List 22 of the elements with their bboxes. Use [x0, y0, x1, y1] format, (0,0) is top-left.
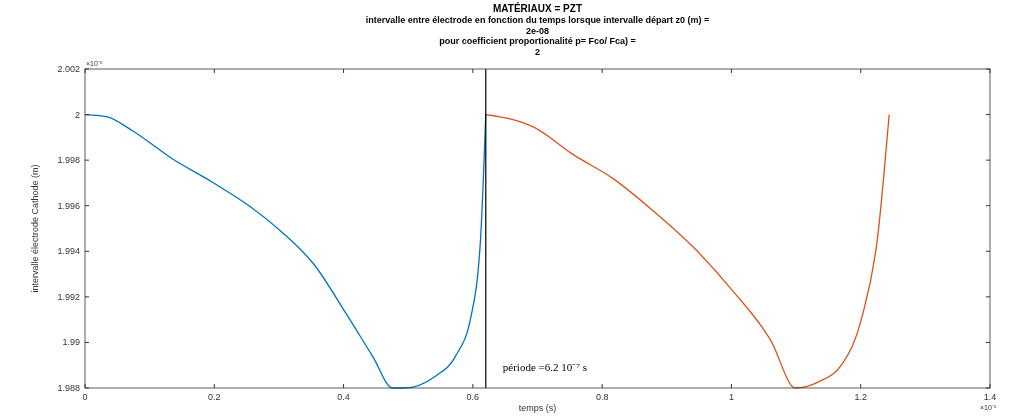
x-tick-label: 1: [728, 392, 734, 402]
y-tick-label: 2.002: [57, 64, 80, 74]
chart-title: MATÉRIAUX = PZT: [493, 2, 582, 14]
x-axis-title: temps (s): [518, 403, 557, 413]
chart-subtitle: intervalle entre électrode en fonction du temps lorsque intervalle départ z0 (m) = 2e-08 pour coefficient proportionalité p= Fco/ Fca) = 2: [365, 15, 710, 57]
y-tick-label: 1.998: [57, 155, 80, 166]
x-tick-label: 0.8: [595, 392, 609, 402]
x-tick-label: 0.4: [337, 392, 350, 402]
x-tick-label: 1.4: [983, 392, 997, 402]
x-tick-label: 0.2: [208, 392, 221, 402]
x-tick-label: 0: [82, 392, 88, 402]
y-tick-label: 1.992: [57, 291, 80, 302]
x-tick-label: 1.2: [854, 392, 867, 402]
y-tick-label: 2: [74, 109, 80, 120]
y-tick-label: 1.99: [62, 337, 80, 348]
line-series: [485, 113, 890, 389]
y-tick-label: 1.988: [57, 383, 80, 393]
annotation: période =6.2 10⁻⁷ s: [502, 361, 588, 373]
y-tick-label: 1.994: [57, 246, 80, 257]
y-axis-title: intervalle électrode Cathode (m): [30, 164, 40, 293]
y-tick-label: 1.996: [57, 200, 80, 211]
x-tick-label: 0.6: [466, 392, 480, 402]
